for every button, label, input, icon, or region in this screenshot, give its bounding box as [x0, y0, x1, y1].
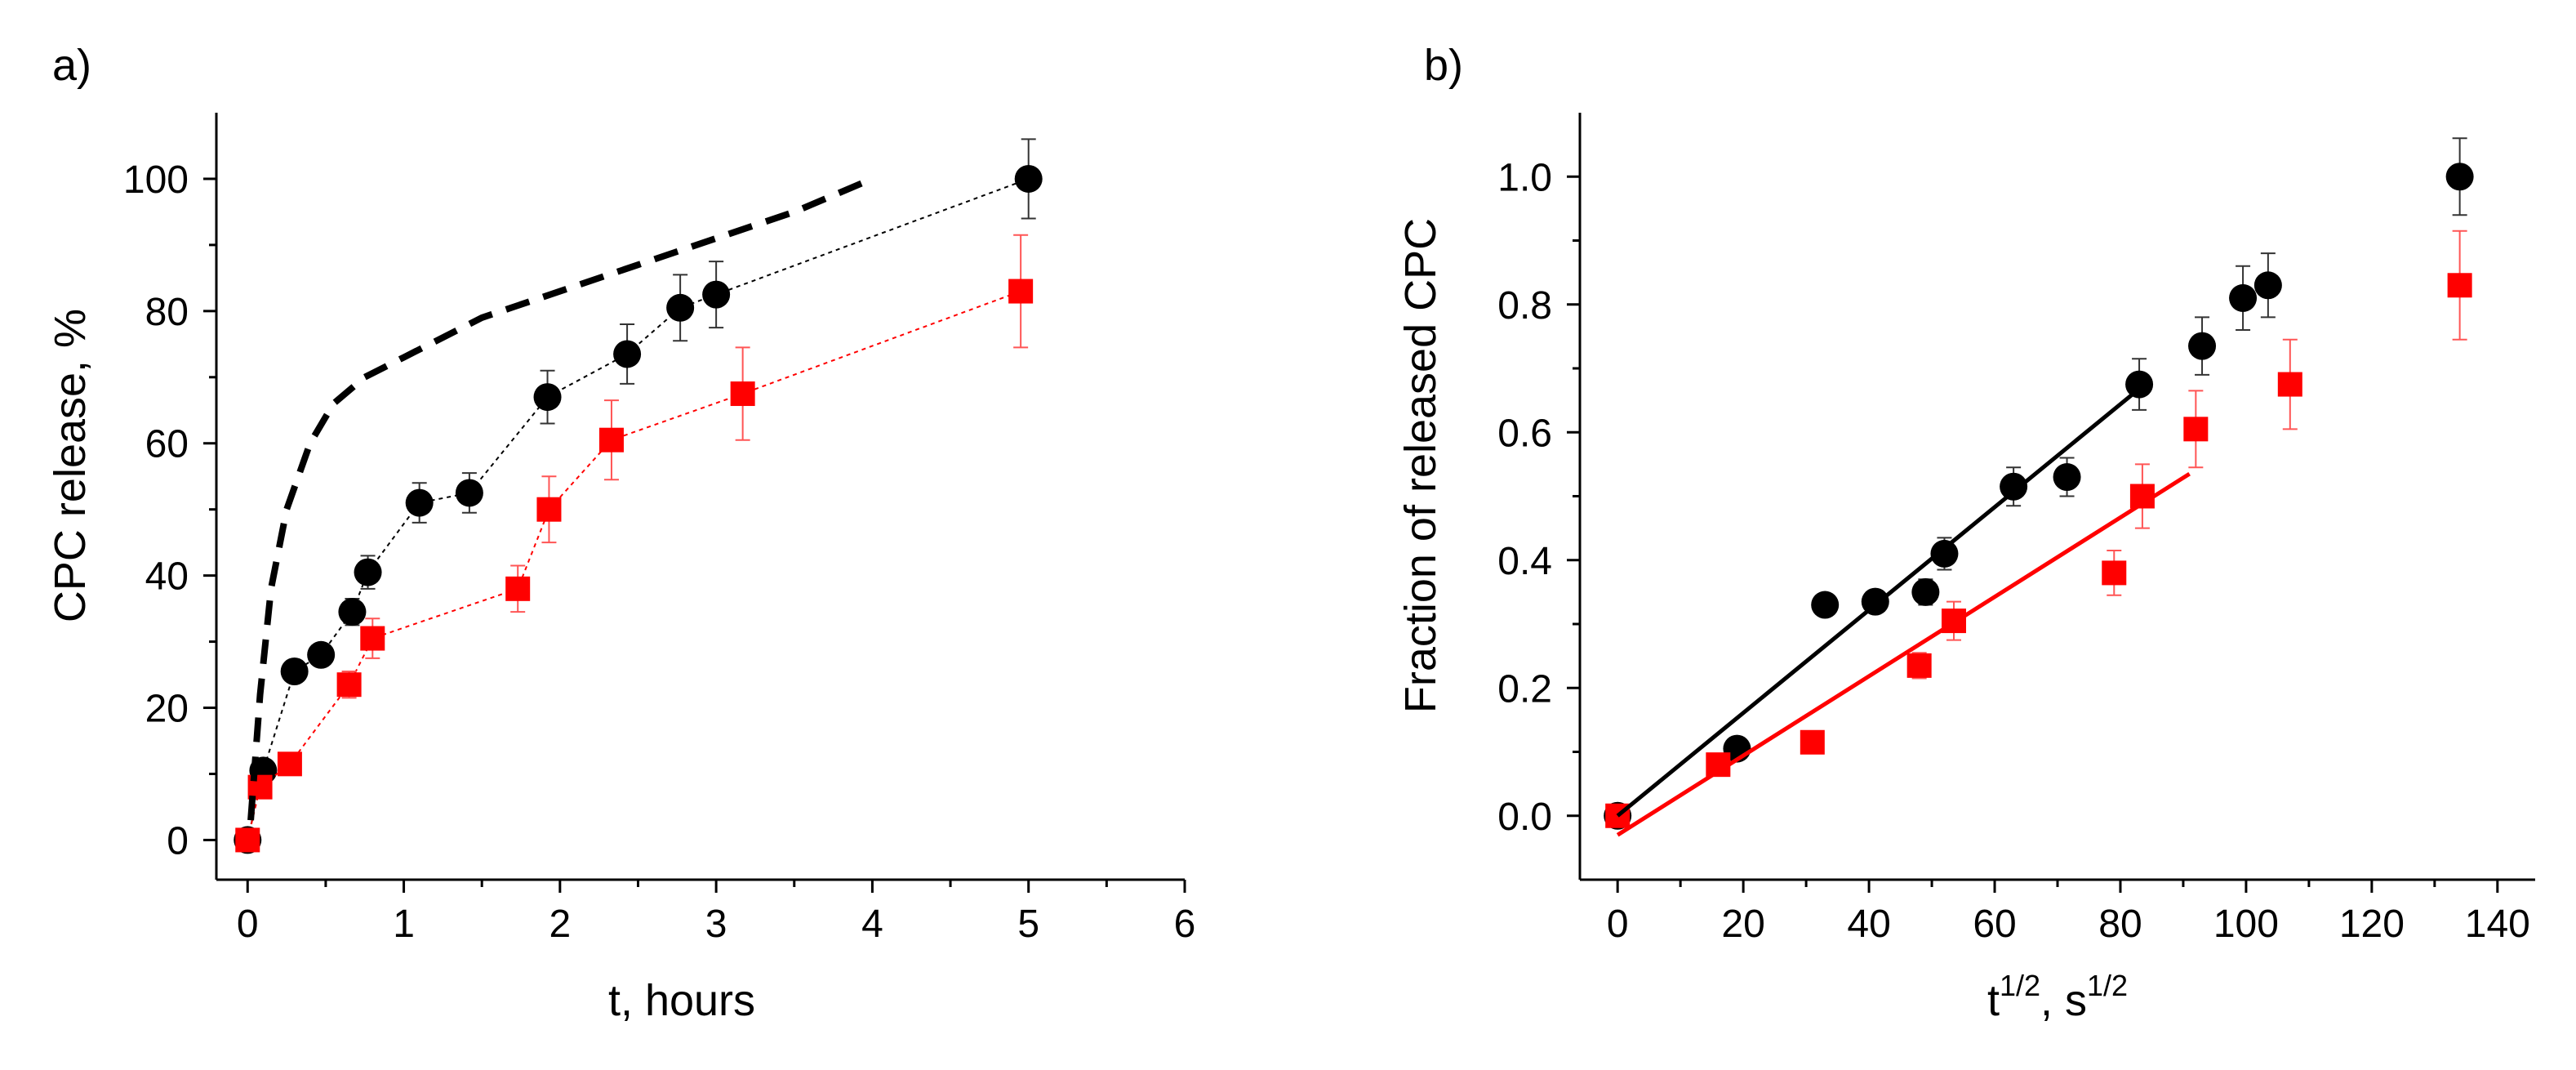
panel-a-x-axis-label: t, hours: [608, 976, 755, 1025]
panel-b-x-tick-label: 100: [2213, 903, 2279, 946]
panel-b-x-axis-label-sup-1: 1/2: [2000, 969, 2040, 1002]
panel-a-y-tick-label: 100: [123, 158, 189, 202]
panel-a-x-tick-label: 4: [861, 903, 883, 946]
panel-a: a) 0 1 2 3 4 5 6 0 20 40 60 80 100: [46, 41, 1195, 1025]
panel-a-y-tick-label: 80: [145, 291, 189, 334]
panel-b: b) 0 20 40 60 80 100 120 140 0.0 0.2 0.4…: [1396, 41, 2535, 1025]
panel-a-x-tick-label: 5: [1017, 903, 1039, 946]
panel-a-series-black-circles-point: [666, 293, 695, 322]
panel-a-series-red-squares-point: [536, 497, 562, 522]
panel-b-series-red-squares-point: [2447, 273, 2472, 298]
panel-b-series-black-circles-point: [2445, 163, 2474, 191]
panel-b-y-tick-label: 1.0: [1497, 156, 1552, 199]
panel-a-series-red-squares-point: [235, 827, 260, 853]
panel-a-series-red-squares-point: [505, 576, 531, 601]
panel-b-series-red-fit-line: [1616, 471, 2191, 837]
panel-a-series-red-squares-point: [277, 751, 302, 777]
panel-a-series-black-circles-line: [247, 178, 1030, 840]
panel-b-series-black-circles-point: [2125, 370, 2154, 399]
panel-b-series-black-fit-line: [1616, 392, 2134, 818]
panel-b-x-ticks: [1616, 880, 2499, 893]
panel-b-series-black-circles-point: [2053, 463, 2081, 492]
panel-b-series-black-circles-point: [1930, 539, 1959, 568]
panel-b-y-tick-labels: 0.0 0.2 0.4 0.6 0.8 1.0: [1497, 156, 1552, 839]
panel-a-y-tick-labels: 0 20 40 60 80 100: [123, 158, 189, 863]
panel-b-series-red-squares-point: [2277, 372, 2302, 397]
panel-a-series-black-circles-point: [455, 479, 483, 507]
panel-b-x-axis-label-sup-2: 1/2: [2087, 969, 2128, 1002]
panel-a-series-red-squares-point: [1008, 279, 1034, 304]
panel-a-x-tick-label: 0: [237, 903, 259, 946]
panel-a-series-red-squares-point: [730, 381, 755, 407]
panel-a-series-black-circles-point: [307, 640, 336, 669]
panel-b-x-axis-label-t: t: [1987, 976, 2000, 1025]
panel-b-series-red-squares-point: [2183, 417, 2209, 442]
panel-b-series: [1604, 137, 2474, 837]
panel-a-y-tick-label: 40: [145, 555, 189, 599]
panel-a-series-black-circles-point: [405, 488, 434, 517]
panel-b-y-tick-label: 0.6: [1497, 412, 1552, 455]
panel-b-series-red-squares-point: [1800, 729, 1825, 755]
panel-b-x-tick-labels: 0 20 40 60 80 100 120 140: [1607, 903, 2530, 946]
panel-b-series-black-circles-point: [1811, 591, 1840, 619]
panel-b-y-tick-label: 0.4: [1497, 540, 1552, 583]
panel-b-series-black-circles-point: [1911, 577, 1940, 606]
panel-b-series-red-fit-line-line: [1616, 471, 2191, 837]
panel-b-x-tick-label: 40: [1847, 903, 1890, 946]
panel-a-series: [234, 138, 1043, 854]
panel-b-series-red-squares-point: [2102, 560, 2127, 586]
panel-a-label: a): [52, 41, 91, 90]
panel-b-x-axis-label-mid: , s: [2040, 976, 2087, 1025]
panel-a-series-red-squares-point: [360, 626, 385, 651]
panel-b-series-black-circles-point: [2000, 472, 2028, 501]
panel-b-x-tick-label: 120: [2339, 903, 2405, 946]
panel-a-x-tick-label: 1: [393, 903, 415, 946]
panel-b-x-tick-label: 140: [2465, 903, 2530, 946]
panel-a-series-black-circles-point: [280, 658, 309, 686]
panel-b-series-red-squares-point: [1906, 653, 1932, 678]
panel-b-y-tick-label: 0.0: [1497, 796, 1552, 839]
panel-b-series-black-circles-point: [2188, 332, 2217, 360]
panel-b-series-black-fit-line-line: [1616, 392, 2134, 818]
panel-b-y-ticks: [1567, 175, 1580, 818]
panel-b-y-tick-label: 0.8: [1497, 284, 1552, 328]
panel-a-series-red-squares-point: [598, 427, 624, 453]
panel-a-x-tick-label: 2: [549, 903, 571, 946]
panel-b-series-black-circles-point: [2229, 283, 2258, 312]
panel-a-y-tick-label: 0: [167, 819, 189, 863]
panel-a-series-red-squares-line: [247, 290, 1021, 840]
panel-a-series-black-circles-point: [338, 598, 367, 626]
panel-b-x-tick-label: 60: [1973, 903, 2016, 946]
panel-b-label: b): [1424, 41, 1463, 90]
panel-b-x-axis-label: t1/2, s1/2: [1987, 969, 2128, 1025]
panel-a-series-black-circles: [234, 138, 1043, 854]
panel-b-series-black-circles: [1604, 137, 2474, 830]
panel-b-x-tick-label: 0: [1607, 903, 1629, 946]
panel-a-series-black-circles-point: [533, 383, 562, 412]
panel-a-y-axis-label: CPC release, %: [46, 309, 95, 622]
panel-b-y-axis-label: Fraction of released CPC: [1396, 218, 1445, 713]
panel-a-y-ticks: [203, 177, 216, 841]
panel-a-series-black-circles-point: [354, 558, 382, 586]
panel-a-series-red-squares: [235, 234, 1034, 853]
panel-a-series-dashed-curve-line: [247, 176, 874, 821]
panel-a-series-dashed-curve: [247, 176, 874, 821]
panel-a-series-red-squares-point: [336, 672, 362, 698]
panel-b-y-tick-label: 0.2: [1497, 667, 1552, 711]
panel-b-series-black-circles-point: [2253, 271, 2282, 300]
panel-a-x-tick-label: 6: [1174, 903, 1196, 946]
panel-a-x-tick-labels: 0 1 2 3 4 5 6: [237, 903, 1195, 946]
panel-a-series-black-circles-point: [702, 280, 731, 309]
panel-a-x-tick-label: 3: [705, 903, 727, 946]
panel-b-x-tick-label: 80: [2098, 903, 2142, 946]
panel-a-y-tick-label: 60: [145, 423, 189, 466]
panel-b-x-tick-label: 20: [1721, 903, 1764, 946]
panel-a-series-black-circles-point: [1014, 164, 1043, 193]
panel-a-series-black-circles-point: [613, 340, 642, 368]
panel-a-x-ticks: [246, 880, 1186, 893]
panel-a-y-tick-label: 20: [145, 688, 189, 731]
